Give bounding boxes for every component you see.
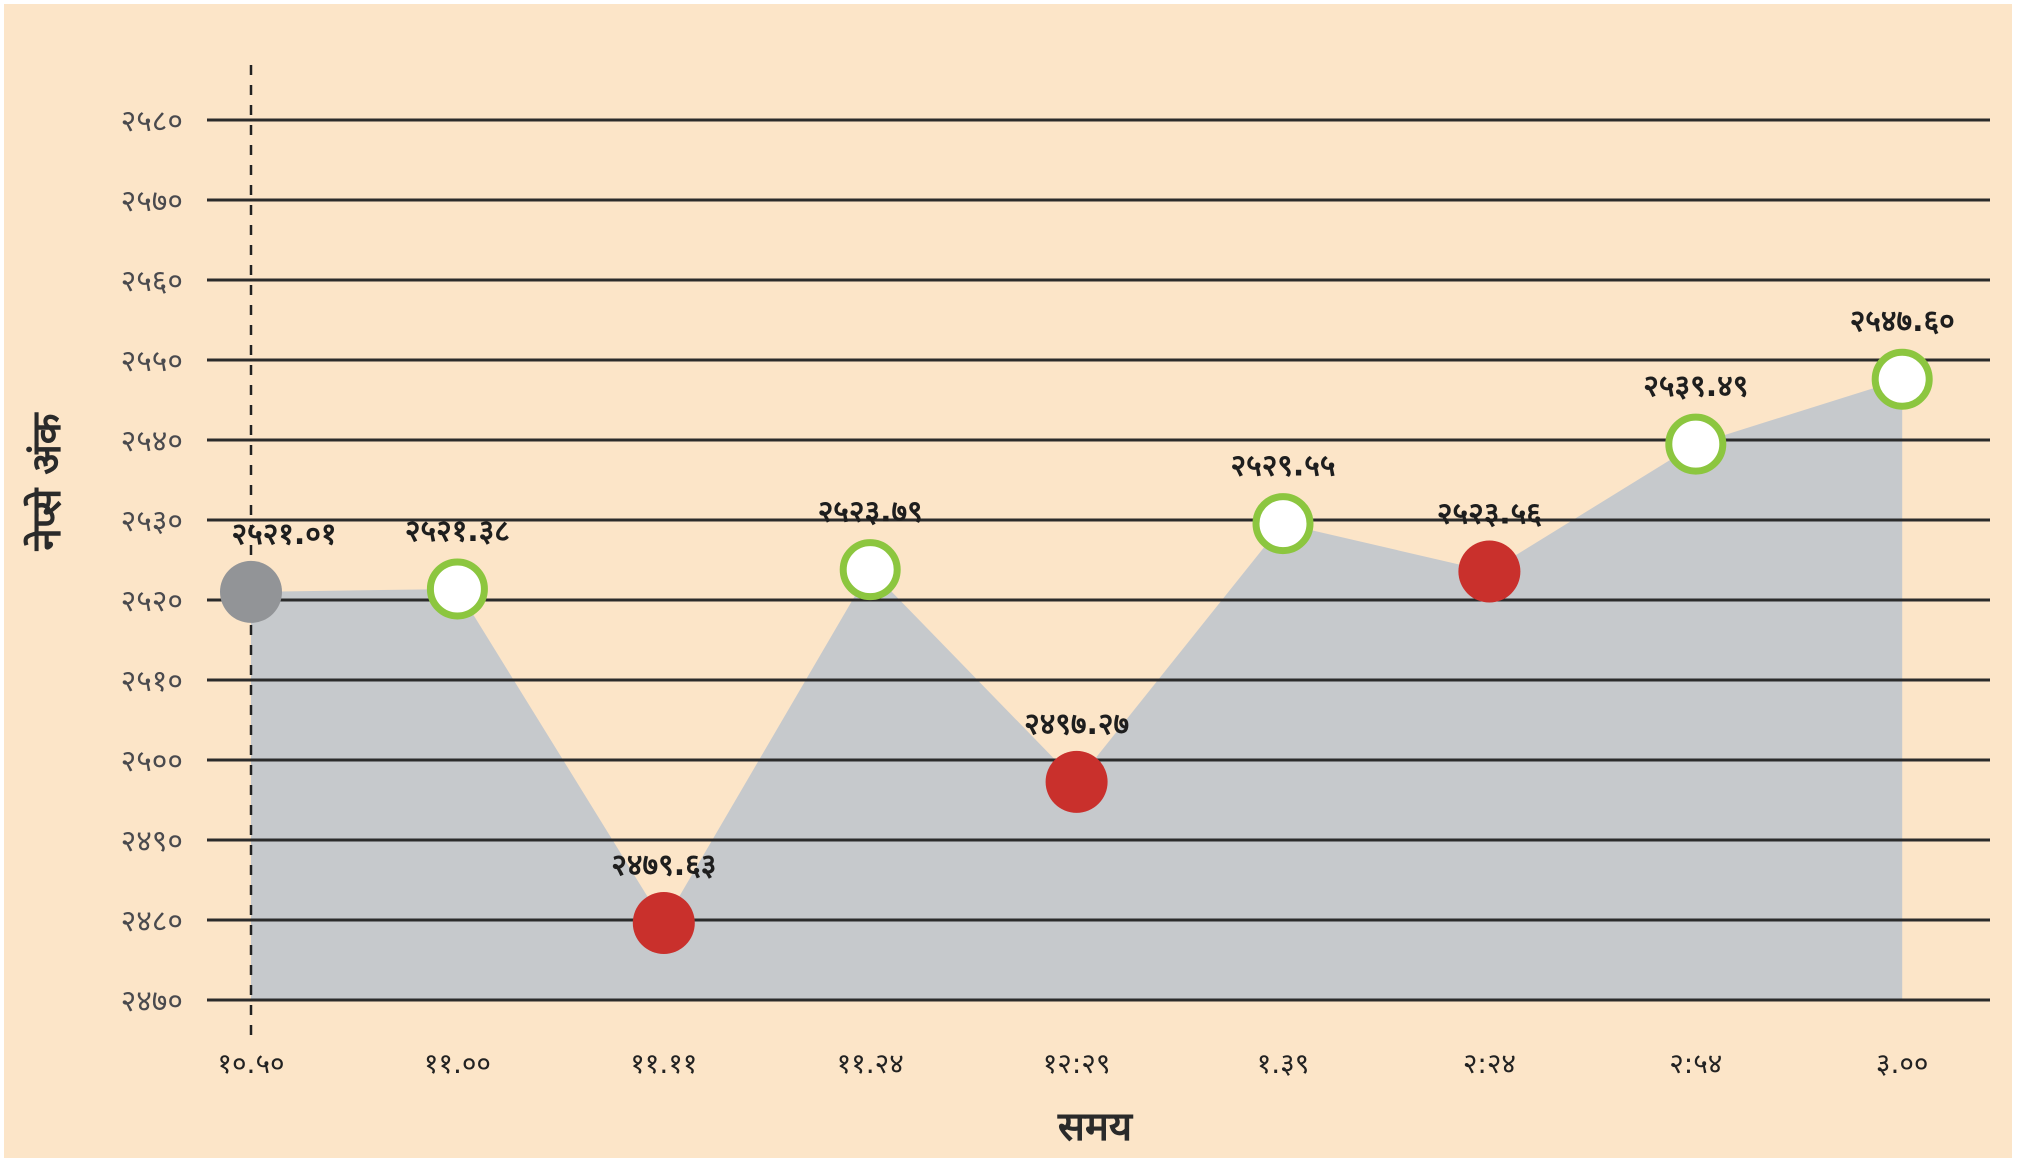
data-value-label: २५२३.७९ bbox=[818, 495, 923, 530]
x-tick-label: ११.११ bbox=[630, 1047, 697, 1080]
marker-up bbox=[839, 539, 901, 601]
y-tick-label: २५३० bbox=[121, 504, 183, 539]
x-tick-label: ११.२४ bbox=[837, 1047, 904, 1080]
data-value-label: २४७९.६३ bbox=[611, 848, 716, 883]
data-labels: २५२१.०१ २५२१.३८ २४७९.६३ २५२३.७९ २४९७.२७ २५२९.… bbox=[232, 304, 1955, 883]
x-tick-label: १२:२९ bbox=[1043, 1047, 1111, 1080]
x-tick-label: १०.५० bbox=[217, 1047, 284, 1080]
y-tick-label: २५७० bbox=[121, 184, 183, 219]
marker-down bbox=[1458, 540, 1521, 603]
x-tick-label: २:२४ bbox=[1463, 1047, 1516, 1080]
x-tick-label: ११.०० bbox=[424, 1047, 491, 1080]
y-axis-title: नेप्से अंक bbox=[23, 412, 70, 551]
data-value-label: २५२९.५५ bbox=[1231, 449, 1336, 484]
area-path bbox=[251, 379, 1903, 1000]
area-fill bbox=[251, 379, 1903, 1000]
marker-down bbox=[632, 891, 695, 954]
x-tick-label: १.३९ bbox=[1257, 1047, 1310, 1080]
marker-up bbox=[426, 558, 488, 620]
data-value-label: २५३९.४९ bbox=[1643, 369, 1748, 404]
marker-up bbox=[1252, 493, 1314, 555]
y-axis-ticks: २४७० २४८० २४९० २५०० २५१० २५२० २५३० २५४० २५५० २५६०… bbox=[121, 104, 183, 1019]
y-tick-label: २५४० bbox=[121, 424, 183, 459]
data-value-label: २५२१.३८ bbox=[405, 514, 510, 549]
marker-up bbox=[1871, 348, 1933, 410]
data-value-label: २५२१.०१ bbox=[232, 517, 337, 552]
data-value-label: २५२३.५६ bbox=[1437, 497, 1542, 532]
y-tick-label: २५५० bbox=[121, 344, 183, 379]
x-axis-title: समय bbox=[1057, 1104, 1134, 1150]
y-tick-label: २५१० bbox=[121, 664, 183, 699]
y-tick-label: २४९० bbox=[121, 824, 183, 859]
y-tick-label: २५२० bbox=[121, 584, 183, 619]
y-tick-label: २५०० bbox=[121, 744, 183, 779]
y-tick-label: २४७० bbox=[121, 984, 183, 1019]
gridlines bbox=[207, 118, 1990, 1002]
data-value-label: २४९७.२७ bbox=[1024, 707, 1129, 742]
marker-start bbox=[220, 560, 282, 623]
x-tick-label: २:५४ bbox=[1669, 1047, 1722, 1080]
data-value-label: २५४७.६० bbox=[1850, 304, 1955, 339]
x-axis-ticks: १०.५० ११.०० ११.११ ११.२४ १२:२९ १.३९ २:२४ २:५४ ३.०… bbox=[217, 1047, 1928, 1080]
y-tick-label: २५६० bbox=[121, 264, 183, 299]
marker-down bbox=[1045, 750, 1108, 813]
y-tick-label: २५८० bbox=[121, 104, 183, 139]
data-markers bbox=[220, 348, 1933, 954]
marker-up bbox=[1665, 413, 1727, 475]
y-tick-label: २४८० bbox=[121, 904, 183, 939]
x-tick-label: ३.०० bbox=[1876, 1047, 1929, 1080]
